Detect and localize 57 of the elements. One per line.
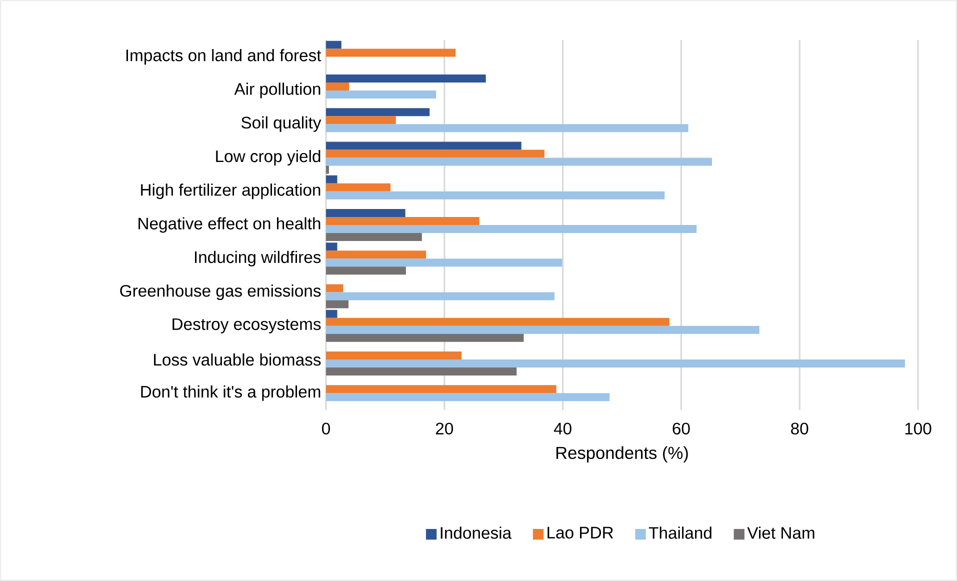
x-axis-title: Respondents (%) <box>556 446 688 462</box>
y-tick-label: Air pollution <box>234 82 320 98</box>
bar <box>326 158 712 166</box>
x-tick-label: 100 <box>905 422 932 435</box>
legend-label: Indonesia <box>440 526 512 539</box>
bar <box>326 116 396 124</box>
bar <box>326 250 426 259</box>
bar <box>326 74 486 82</box>
bar <box>326 266 406 275</box>
bar <box>326 360 905 368</box>
bar <box>326 124 688 132</box>
bar <box>326 368 517 376</box>
bar <box>326 191 665 200</box>
y-tick-label: Low crop yield <box>216 150 320 166</box>
y-tick-label: Greenhouse gas emissions <box>120 284 321 300</box>
bar <box>326 232 422 241</box>
bar <box>326 166 329 174</box>
bar <box>326 224 697 233</box>
bar <box>326 48 456 57</box>
bar <box>326 150 544 158</box>
bar <box>326 326 760 334</box>
bar <box>326 393 610 402</box>
bar <box>326 216 480 225</box>
bar <box>326 175 338 184</box>
bar <box>326 334 524 342</box>
x-tick-label: 0 <box>322 422 330 435</box>
y-tick-label: High fertilizer application <box>141 184 320 200</box>
bar <box>326 300 348 308</box>
y-tick-label: Don't think it's a problem <box>141 385 320 401</box>
legend-label: Viet Nam <box>747 526 814 539</box>
x-tick-label: 20 <box>436 422 454 435</box>
bar <box>326 90 436 98</box>
legend-label: Lao PDR <box>548 526 614 539</box>
y-tick-label: Loss valuable biomass <box>154 353 321 366</box>
bar <box>326 40 342 49</box>
x-tick-label: 40 <box>554 422 572 435</box>
bar <box>326 310 338 318</box>
bar <box>326 82 350 90</box>
bar <box>326 208 406 217</box>
bar <box>326 258 562 267</box>
bar <box>326 108 430 116</box>
legend-label: Thailand <box>648 526 712 539</box>
y-tick-label: Destroy ecosystems <box>172 318 321 334</box>
y-tick-label: Impacts on land and forest <box>126 49 322 65</box>
bar <box>326 318 670 326</box>
bar <box>326 242 338 251</box>
y-tick-label: Negative effect on health <box>138 217 320 233</box>
y-tick-label: Soil quality <box>241 116 322 132</box>
bar <box>326 183 391 192</box>
bar <box>326 352 462 360</box>
bar <box>326 385 556 394</box>
bar <box>326 292 555 300</box>
bar <box>326 142 522 150</box>
x-tick-label: 80 <box>791 422 808 435</box>
y-tick-label: Inducing wildfires <box>195 250 321 266</box>
bar <box>326 284 344 292</box>
x-tick-label: 60 <box>672 422 690 435</box>
